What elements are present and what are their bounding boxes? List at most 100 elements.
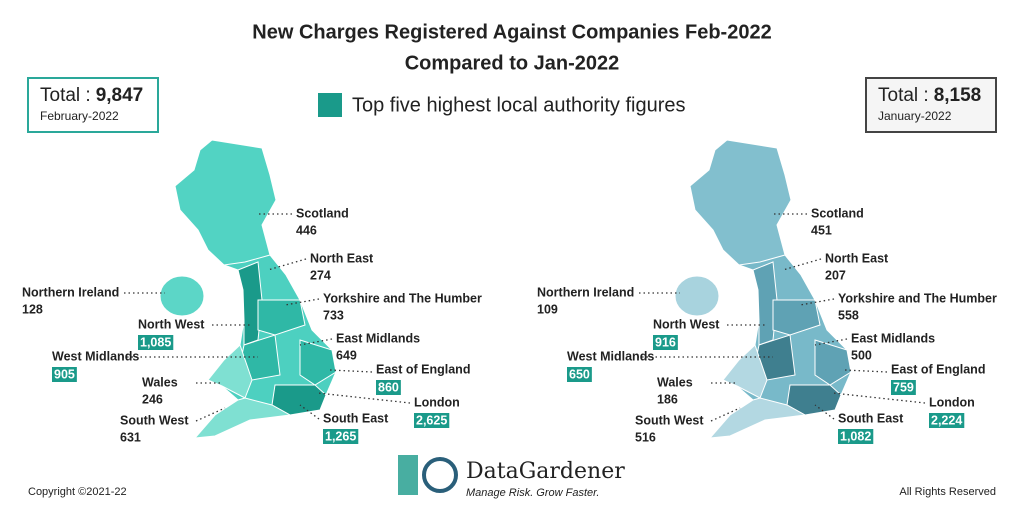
region-name: Yorkshire and The Humber <box>323 291 482 305</box>
region-value: 446 <box>296 223 317 237</box>
region-name: South East <box>838 411 904 425</box>
region-name: East Midlands <box>336 331 420 345</box>
copyright: Copyright ©2021-22 <box>28 486 127 498</box>
region-value: 451 <box>811 223 832 237</box>
title: New Charges Registered Against Companies… <box>252 21 771 43</box>
region-value: 207 <box>825 268 846 282</box>
region-value: 128 <box>22 302 43 316</box>
region-value: 274 <box>310 268 331 282</box>
map-northern-ireland <box>159 275 205 317</box>
value-box <box>138 335 174 350</box>
leader-line <box>710 407 741 422</box>
logo-tagline: Manage Risk. Grow Faster. <box>466 487 599 499</box>
leader-line <box>195 407 226 422</box>
period: January-2022 <box>878 109 952 123</box>
region-name: Wales <box>657 375 693 389</box>
region-value: 860 <box>378 380 399 394</box>
map-east <box>814 339 852 386</box>
total-value: 9,847 <box>96 85 144 106</box>
region-value: 500 <box>851 348 872 362</box>
region-value: 109 <box>537 302 558 316</box>
leader-line <box>267 258 307 271</box>
map-scotland <box>689 139 792 266</box>
rights: All Rights Reserved <box>899 486 996 498</box>
total-label: Total : <box>878 85 929 106</box>
region-value: 649 <box>336 348 357 362</box>
region-name: North West <box>653 317 720 331</box>
logo-name: DataGardener <box>466 459 625 484</box>
region-value: 759 <box>893 380 914 394</box>
region-name: London <box>929 395 975 409</box>
map <box>159 139 337 439</box>
map <box>674 139 852 439</box>
legend-swatch <box>318 93 342 117</box>
region-name: North East <box>825 251 889 265</box>
region-value: 2,625 <box>416 413 447 427</box>
leader-line <box>299 338 333 346</box>
map-scotland <box>174 139 277 266</box>
region-name: South West <box>120 413 189 427</box>
value-box <box>891 380 916 395</box>
region-name: London <box>414 395 460 409</box>
region-name: West Midlands <box>52 349 139 363</box>
region-value: 631 <box>120 430 141 444</box>
leader-line <box>782 258 822 271</box>
map-east <box>299 339 337 386</box>
region-name: Wales <box>142 375 178 389</box>
period: February-2022 <box>40 109 119 123</box>
total-box <box>865 77 997 133</box>
panel: Total :9,847 February-2022 Scotland 446 Nort… <box>22 77 482 444</box>
legend-label: Top five highest local authority figures <box>352 94 686 116</box>
region-name: Scotland <box>811 206 864 220</box>
logo: DataGardener Manage Risk. Grow Faster. <box>398 455 625 499</box>
total: Total :8,158 <box>878 85 981 106</box>
region-value: 1,265 <box>325 429 356 443</box>
total-label: Total : <box>40 85 91 106</box>
leader-line <box>284 298 320 306</box>
region-name: Scotland <box>296 206 349 220</box>
region-value: 246 <box>142 392 163 406</box>
total-value: 8,158 <box>934 85 982 106</box>
panel: Total :8,158 January-2022 Scotland 451 North… <box>537 77 997 444</box>
region-value: 905 <box>54 367 75 381</box>
value-box <box>52 367 77 382</box>
value-box <box>929 413 965 428</box>
map-south-west <box>708 397 807 439</box>
value-box <box>376 380 401 395</box>
region-name: East of England <box>891 362 985 376</box>
region-value: 1,085 <box>140 335 171 349</box>
leader-line <box>832 392 926 404</box>
region-value: 186 <box>657 392 678 406</box>
region-name: East Midlands <box>851 331 935 345</box>
region-value: 2,224 <box>931 413 962 427</box>
leader-line <box>799 298 835 306</box>
region-value: 1,082 <box>840 429 871 443</box>
region-name: Yorkshire and The Humber <box>838 291 997 305</box>
region-value: 916 <box>655 335 676 349</box>
region-name: Northern Ireland <box>22 285 119 299</box>
region-value: 650 <box>569 367 590 381</box>
map-yorkshire <box>772 299 821 336</box>
value-box <box>323 429 359 444</box>
title: Compared to Jan-2022 <box>405 52 620 74</box>
region-value: 516 <box>635 430 656 444</box>
region-value: 733 <box>323 308 344 322</box>
map-south-west <box>193 397 292 439</box>
value-box <box>567 367 592 382</box>
region-name: South East <box>323 411 389 425</box>
value-box <box>414 413 450 428</box>
region-name: East of England <box>376 362 470 376</box>
region-name: South West <box>635 413 704 427</box>
leader-line <box>317 392 411 404</box>
total: Total :9,847 <box>40 85 143 106</box>
value-box <box>838 429 874 444</box>
total-box <box>27 77 159 133</box>
region-name: West Midlands <box>567 349 654 363</box>
region-name: Northern Ireland <box>537 285 634 299</box>
map-yorkshire <box>257 299 306 336</box>
leader-line <box>814 338 848 346</box>
map-northern-ireland <box>674 275 720 317</box>
region-name: North East <box>310 251 374 265</box>
value-box <box>653 335 678 350</box>
